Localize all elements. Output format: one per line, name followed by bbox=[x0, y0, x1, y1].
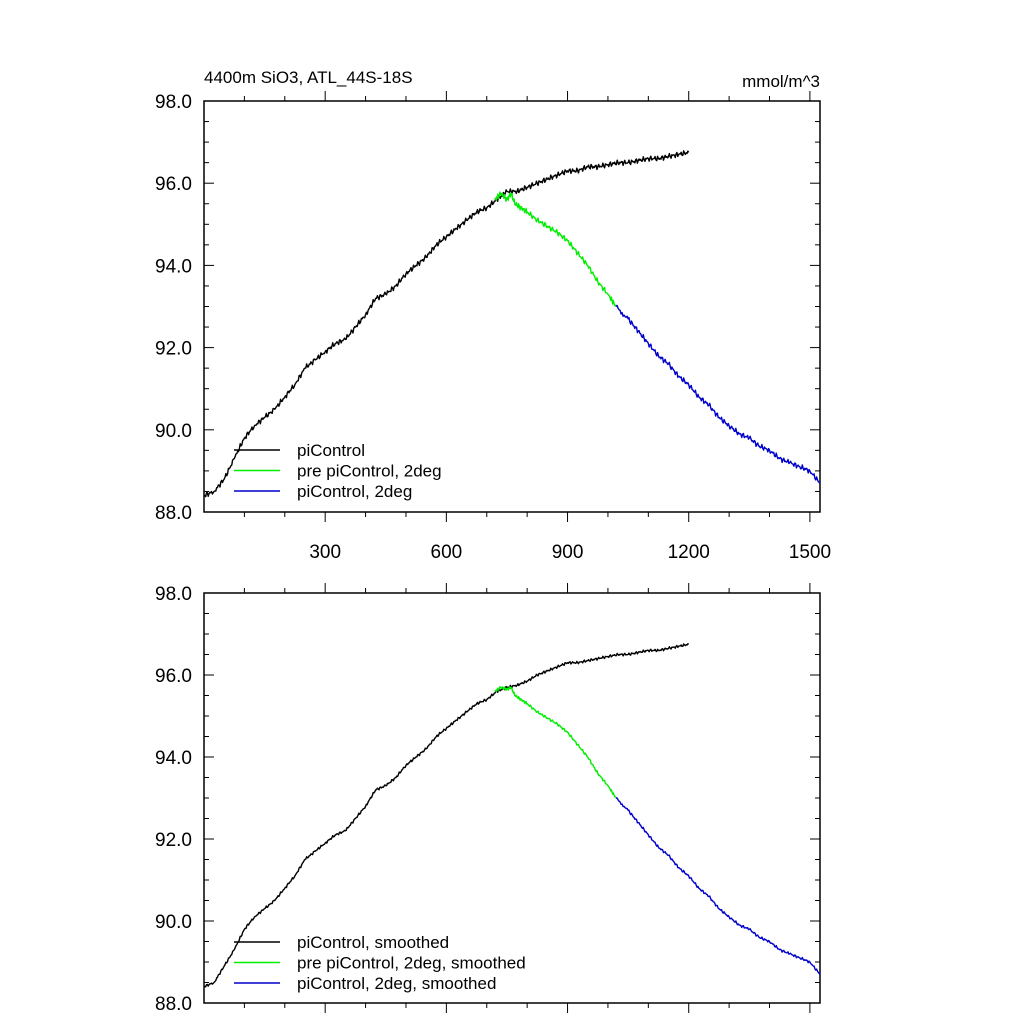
legend-label-1: piControl, smoothed bbox=[297, 933, 449, 952]
series-line-2 bbox=[494, 686, 617, 799]
series-line-1 bbox=[203, 150, 690, 498]
chart-panel-1: 88.0 90.0 92.0 94.0 96.0 98.0 300 600 900 1200 150… bbox=[155, 68, 831, 563]
x-tick-label: 300 bbox=[309, 542, 341, 563]
y-tick-label: 92.0 bbox=[155, 339, 192, 360]
x-tick-label: 1200 bbox=[668, 542, 710, 563]
y-tick-label: 94.0 bbox=[155, 748, 192, 769]
legend-label-3: piControl, 2deg bbox=[297, 482, 412, 501]
legend-label-1: piControl bbox=[297, 441, 365, 460]
legend-label-2: pre piControl, 2deg, smoothed bbox=[297, 954, 526, 973]
y-tick-label: 96.0 bbox=[155, 174, 192, 195]
x-tick-label: 600 bbox=[431, 542, 463, 563]
y-tick-label: 94.0 bbox=[155, 256, 192, 277]
y-tick-label: 98.0 bbox=[155, 584, 192, 605]
x-tick-label: 1500 bbox=[789, 542, 831, 563]
y-tick-label: 90.0 bbox=[155, 421, 192, 442]
y-tick-label: 88.0 bbox=[155, 994, 192, 1015]
legend-label-3: piControl, 2deg, smoothed bbox=[297, 974, 496, 993]
series-line-1 bbox=[203, 643, 690, 988]
series-line-3 bbox=[615, 797, 821, 975]
y-tick-label: 92.0 bbox=[155, 830, 192, 851]
units-label: mmol/m^3 bbox=[742, 72, 820, 91]
y-tick-label: 96.0 bbox=[155, 666, 192, 687]
x-tick-label: 900 bbox=[552, 542, 584, 563]
y-tick-label: 98.0 bbox=[155, 92, 192, 113]
series-line-3 bbox=[615, 304, 821, 484]
y-tick-label: 90.0 bbox=[155, 912, 192, 933]
chart-title: 4400m SiO3, ATL_44S-18S bbox=[204, 68, 413, 87]
legend-label-2: pre piControl, 2deg bbox=[297, 462, 442, 481]
series-line-2 bbox=[494, 191, 617, 307]
chart-panel-2: 88.0 90.0 92.0 94.0 96.0 98.0 piControl, smoot… bbox=[155, 583, 821, 1015]
y-tick-label: 88.0 bbox=[155, 503, 192, 524]
